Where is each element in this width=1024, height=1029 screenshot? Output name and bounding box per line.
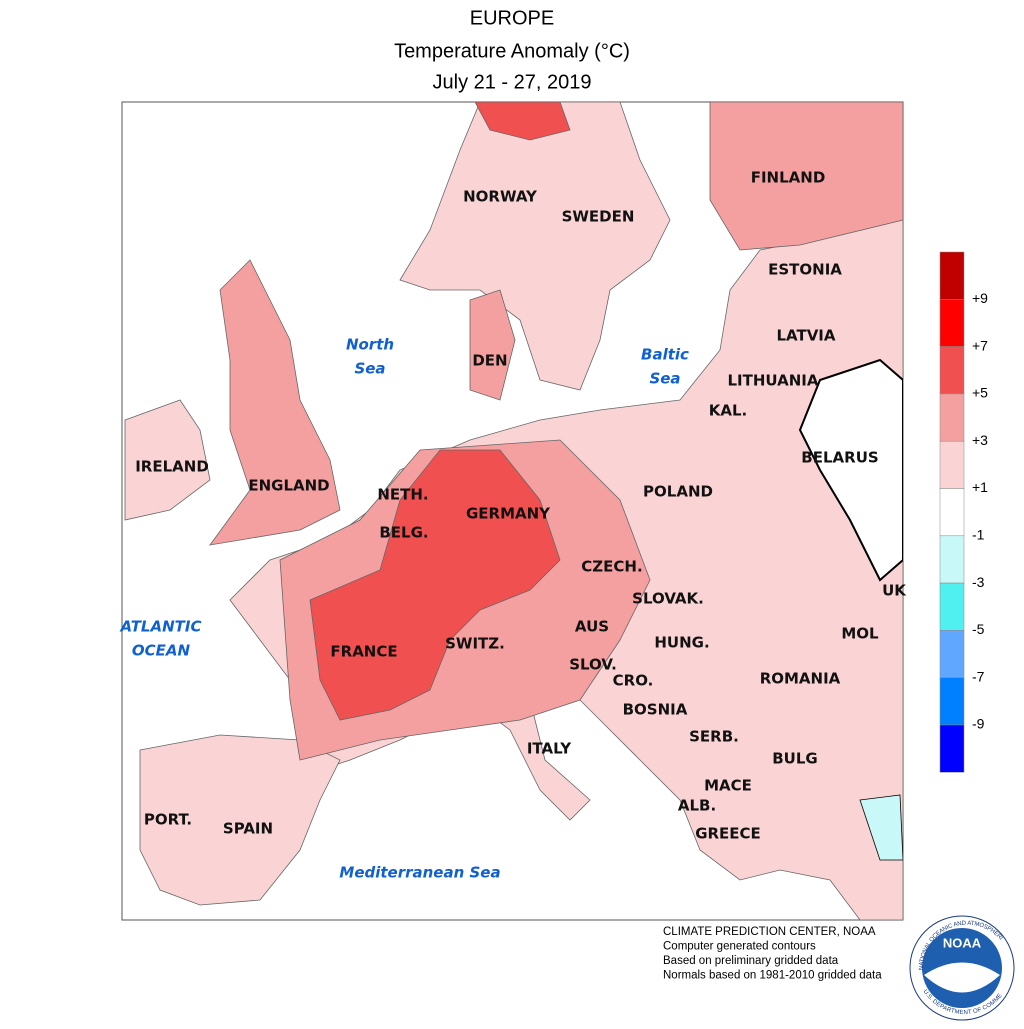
legend: +9 +7 +5 +3 +1 -1 -3 -5 -7 -9 [939, 251, 988, 773]
sea-label: North [346, 336, 394, 354]
country-label: KAL. [709, 402, 748, 420]
country-label: FINLAND [751, 169, 826, 187]
country-label: BELARUS [801, 449, 878, 467]
country-label: ESTONIA [768, 261, 842, 279]
sea-label: Sea [649, 370, 680, 388]
legend-label: -7 [972, 668, 985, 684]
country-label: SPAIN [223, 820, 273, 838]
country-label: POLAND [643, 483, 713, 501]
legend-label: -3 [972, 574, 985, 590]
country-label: BOSNIA [623, 701, 688, 719]
country-label: CZECH. [581, 558, 642, 576]
country-label: SLOV. [569, 656, 617, 674]
logo-gull [924, 962, 1000, 993]
sea-label: Baltic [641, 346, 689, 364]
country-label: MOL [841, 625, 879, 643]
country-label: FRANCE [330, 643, 397, 661]
country-label: LATVIA [776, 327, 835, 345]
country-label: ENGLAND [248, 477, 329, 495]
country-label: BELG. [379, 524, 428, 542]
legend-swatch [939, 488, 965, 537]
country-label: MACE [704, 777, 752, 795]
legend-swatch [939, 393, 965, 442]
footer: CLIMATE PREDICTION CENTER, NOAA Computer … [663, 926, 882, 982]
legend-swatch [939, 299, 965, 347]
country-label: NORWAY [463, 188, 538, 206]
anomaly-area [309, 449, 561, 721]
legend-label: +1 [972, 479, 988, 495]
land [209, 259, 341, 546]
legend-swatch [939, 251, 965, 300]
sea-label: Mediterranean Sea [339, 864, 500, 882]
country-label: AUS [575, 618, 609, 636]
anomaly-area [474, 102, 571, 141]
legend-label: -9 [972, 716, 985, 732]
land [139, 734, 341, 906]
country-label: SWEDEN [562, 208, 635, 226]
legend-swatch [939, 582, 965, 631]
period: July 21 - 27, 2019 [433, 71, 592, 93]
title: EUROPE [470, 7, 554, 29]
country-label: SWITZ. [445, 635, 505, 653]
sea-label: OCEAN [132, 642, 191, 660]
subtitle: Temperature Anomaly (°C) [394, 40, 630, 62]
country-label: SLOVAK. [632, 590, 704, 608]
country-label: HUNG. [654, 634, 709, 652]
country-label: NETH. [377, 486, 428, 504]
legend-label: +3 [972, 432, 988, 448]
footer-line: CLIMATE PREDICTION CENTER, NOAA [663, 926, 876, 938]
legend-label: +7 [972, 337, 988, 353]
land [124, 399, 211, 521]
legend-swatch [939, 346, 965, 395]
country-label: ITALY [527, 740, 572, 758]
country-label: ROMANIA [760, 670, 841, 688]
country-label: DEN [472, 352, 507, 370]
legend-label: -1 [972, 527, 985, 543]
map [121, 101, 904, 921]
anomaly-area [798, 358, 903, 582]
legend-swatch [939, 677, 965, 726]
country-label: UK [882, 582, 907, 600]
footer-line: Normals based on 1981-2010 gridded data [663, 970, 882, 982]
country-label: GREECE [695, 825, 761, 843]
footer-line: Computer generated contours [663, 941, 816, 953]
country-label: GERMANY [466, 505, 551, 523]
legend-label: +5 [972, 385, 988, 401]
country-label: BULG [772, 750, 817, 768]
legend-swatch [939, 630, 965, 678]
footer-line: Based on preliminary gridded data [663, 955, 839, 967]
country-label: SERB. [689, 728, 739, 746]
logo-name: NOAA [943, 935, 982, 950]
country-label: ALB. [678, 797, 716, 815]
legend-swatch [939, 440, 965, 489]
legend-swatch [939, 724, 965, 773]
country-label: LITHUANIA [728, 372, 819, 390]
sea-label: ATLANTIC [120, 618, 202, 636]
land [469, 289, 516, 401]
legend-swatch [939, 535, 965, 584]
country-label: CRO. [613, 672, 654, 690]
anomaly-area [859, 794, 903, 861]
legend-label: +9 [972, 290, 988, 306]
legend-label: -5 [972, 621, 985, 637]
country-label: PORT. [144, 811, 192, 829]
sea-label: Sea [354, 360, 385, 378]
country-label: IRELAND [135, 458, 209, 476]
labels: NORWAY SWEDEN FINLAND ESTONIA LATVIA LITHUANI… [120, 169, 908, 882]
land [709, 102, 903, 251]
